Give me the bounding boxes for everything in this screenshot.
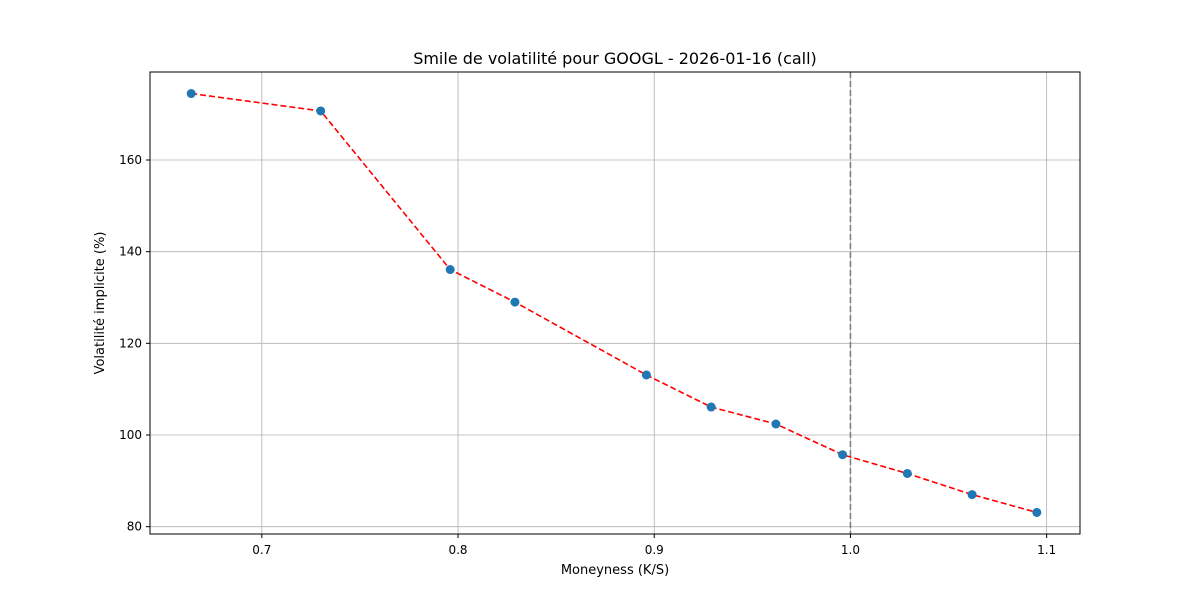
axes-layer [149, 71, 1081, 535]
y-tick-label: 100 [119, 428, 142, 442]
data-point [902, 469, 912, 478]
series-line [191, 92, 1038, 514]
data-point [316, 106, 326, 116]
chart-title: Smile de volatilité pour GOOGL - 2026-01… [413, 49, 817, 68]
plot-frame [149, 71, 1081, 535]
x-tick-label: 1.1 [1037, 543, 1056, 557]
y-axis-label: Volatilité implicite (%) [93, 232, 108, 375]
data-point [186, 89, 196, 99]
grid-layer [150, 72, 1080, 534]
y-tick-label: 120 [119, 336, 142, 350]
y-tick-label: 160 [119, 153, 142, 167]
x-tick-label: 0.8 [448, 543, 467, 557]
series-layer [186, 89, 1042, 517]
data-point [771, 419, 781, 429]
x-tick-label: 0.7 [252, 543, 271, 557]
data-point [1032, 507, 1042, 517]
x-axis-label: Moneyness (K/S) [561, 563, 669, 578]
data-point [967, 490, 977, 500]
ticks-layer: 0.7 0.8 0.9 1.0 1.1 80 100 120 140 160 [119, 153, 1056, 557]
x-tick-label: 0.9 [645, 543, 664, 557]
data-point [838, 450, 848, 460]
y-tick-label: 80 [127, 520, 142, 534]
data-point [706, 402, 716, 412]
data-point [510, 297, 520, 307]
y-tick-label: 140 [119, 245, 142, 259]
x-tick-label: 1.0 [841, 543, 860, 557]
data-point [445, 265, 455, 275]
data-point [641, 370, 651, 380]
